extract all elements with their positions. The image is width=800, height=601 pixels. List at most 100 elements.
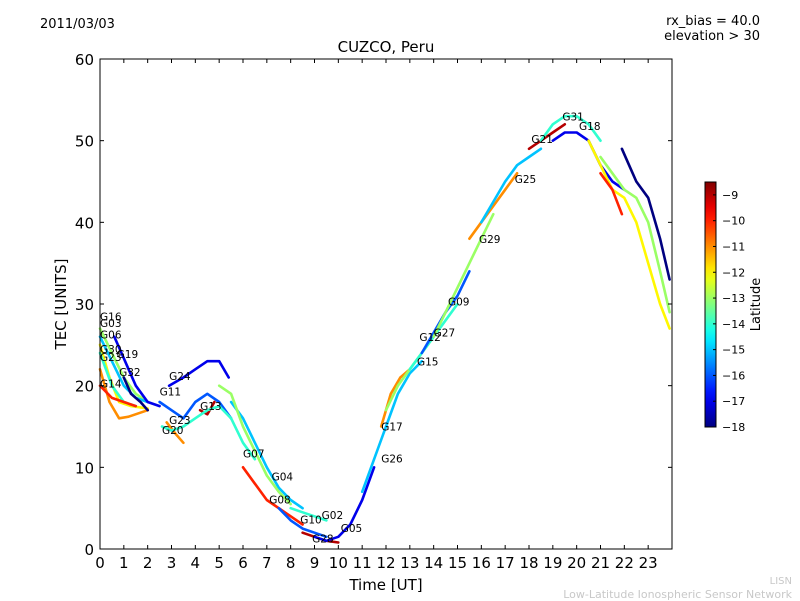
series-label: G13 [200,401,222,413]
series-line-g09 [432,212,495,338]
x-tick-label: 7 [262,554,272,572]
series-line-g33 [620,147,671,281]
series-label: G12 [419,332,441,344]
series-line-g29 [468,172,519,240]
series-line-g24 [167,359,230,387]
series-label: G25 [515,174,537,186]
plot-background [100,59,672,549]
series-labels: G16G03G06G30G23G19G32G14G24G11G13G23G20G… [100,111,601,545]
colorbar-tick-label: −11 [722,240,745,253]
footer-network-name: Low-Latitude Ionospheric Sensor Network [563,588,792,601]
series-label: G27 [434,328,456,340]
series-label: G19 [117,349,139,361]
x-tick-label: 8 [286,554,296,572]
series-line-g21 [527,123,567,151]
series-line-g08 [241,466,304,526]
series-line-g03 [98,335,149,404]
series-label: G23 [100,352,122,364]
x-tick-label: 17 [496,554,515,572]
x-axis-label: Time [UT] [348,576,422,594]
series-label: G09 [448,297,470,309]
series-line-g11 [158,392,233,420]
colorbar-tick-label: −13 [722,292,745,305]
series-label: G02 [322,510,344,522]
series-label: G20 [162,425,184,437]
x-tick-label: 13 [400,554,419,572]
footer-lisn: LISN [769,576,792,587]
colorbar-label: Latitude [749,278,764,332]
series-label: G14 [100,378,122,390]
series-layer [98,114,671,544]
series-label: G30 [100,344,122,356]
date-label: 2011/03/03 [40,17,115,32]
x-tick-label: 15 [448,554,467,572]
series-line-g07 [229,400,304,510]
x-tick-label: 11 [353,554,372,572]
y-tick-label: 10 [75,459,94,477]
x-tick-label: 0 [95,554,105,572]
elevation-label: elevation > 30 [664,29,760,44]
series-label: G16 [100,311,122,323]
series-label: G32 [119,367,141,379]
x-tick-label: 21 [591,554,610,572]
series-line-g23b [165,421,185,445]
y-tick-label: 30 [75,296,94,314]
x-tick-label: 12 [376,554,395,572]
axes: 0 1 2 3 4 5 6 7 8 9 10 11 12 13 14 15 16 17 18 19 20 21 22 2301… [52,38,673,594]
series-line-g05 [313,466,376,543]
series-label: G15 [417,356,439,368]
y-tick-label: 50 [75,133,94,151]
colorbar-tick-label: −17 [722,395,745,408]
y-tick-label: 60 [75,51,94,69]
x-tick-label: 6 [238,554,248,572]
x-tick-label: 14 [424,554,443,572]
series-line-g20 [160,404,257,461]
series-label: G31 [562,111,584,123]
colorbar-tick-label: −10 [722,215,745,228]
colorbar-tick-label: −12 [722,266,745,279]
y-tick-label: 0 [84,541,94,559]
series-line-g19 [113,335,161,408]
series-line-g02 [289,506,328,522]
x-tick-label: 18 [519,554,538,572]
x-tick-label: 16 [472,554,491,572]
x-tick-label: 20 [567,554,586,572]
y-tick-label: 40 [75,214,94,232]
series-label: G06 [100,329,122,341]
series-line-g01 [599,155,671,314]
colorbar-tick-label: −14 [722,318,745,331]
y-tick-label: 20 [75,378,94,396]
series-line-g34 [599,172,624,216]
series-label: G24 [169,371,191,383]
series-line-g26 [360,359,424,494]
series-label: G03 [100,318,122,330]
colorbar-tick-label: −18 [722,421,745,434]
x-tick-label: 10 [329,554,348,572]
series-label: G23 [169,415,191,427]
x-tick-label: 5 [214,554,224,572]
series-label: G29 [479,234,501,246]
x-tick-label: 3 [167,554,177,572]
x-tick-label: 22 [615,554,634,572]
colorbar-tick-label: −9 [722,189,738,202]
series-line-g22 [587,139,671,330]
series-line-g31 [539,114,602,142]
series-label: G11 [160,386,182,398]
y-axis-label: TEC [UNITS] [52,259,70,351]
colorbar-tick-label: −16 [722,369,745,382]
series-label: G18 [579,121,601,133]
series-line-g13 [198,400,216,416]
series-label: G10 [300,515,322,527]
plot-area [100,59,672,549]
series-line-g32 [122,376,149,412]
colorbar-gradient [704,181,717,428]
x-tick-label: 1 [119,554,129,572]
rx-bias-label: rx_bias = 40.0 [666,14,760,29]
series-label: G07 [243,449,265,461]
x-tick-label: 4 [191,554,201,572]
x-tick-label: 9 [310,554,320,572]
chart-title: CUZCO, Peru [338,38,435,56]
series-line-g14 [98,384,138,408]
series-label: G28 [312,533,334,545]
x-tick-label: 23 [639,554,658,572]
